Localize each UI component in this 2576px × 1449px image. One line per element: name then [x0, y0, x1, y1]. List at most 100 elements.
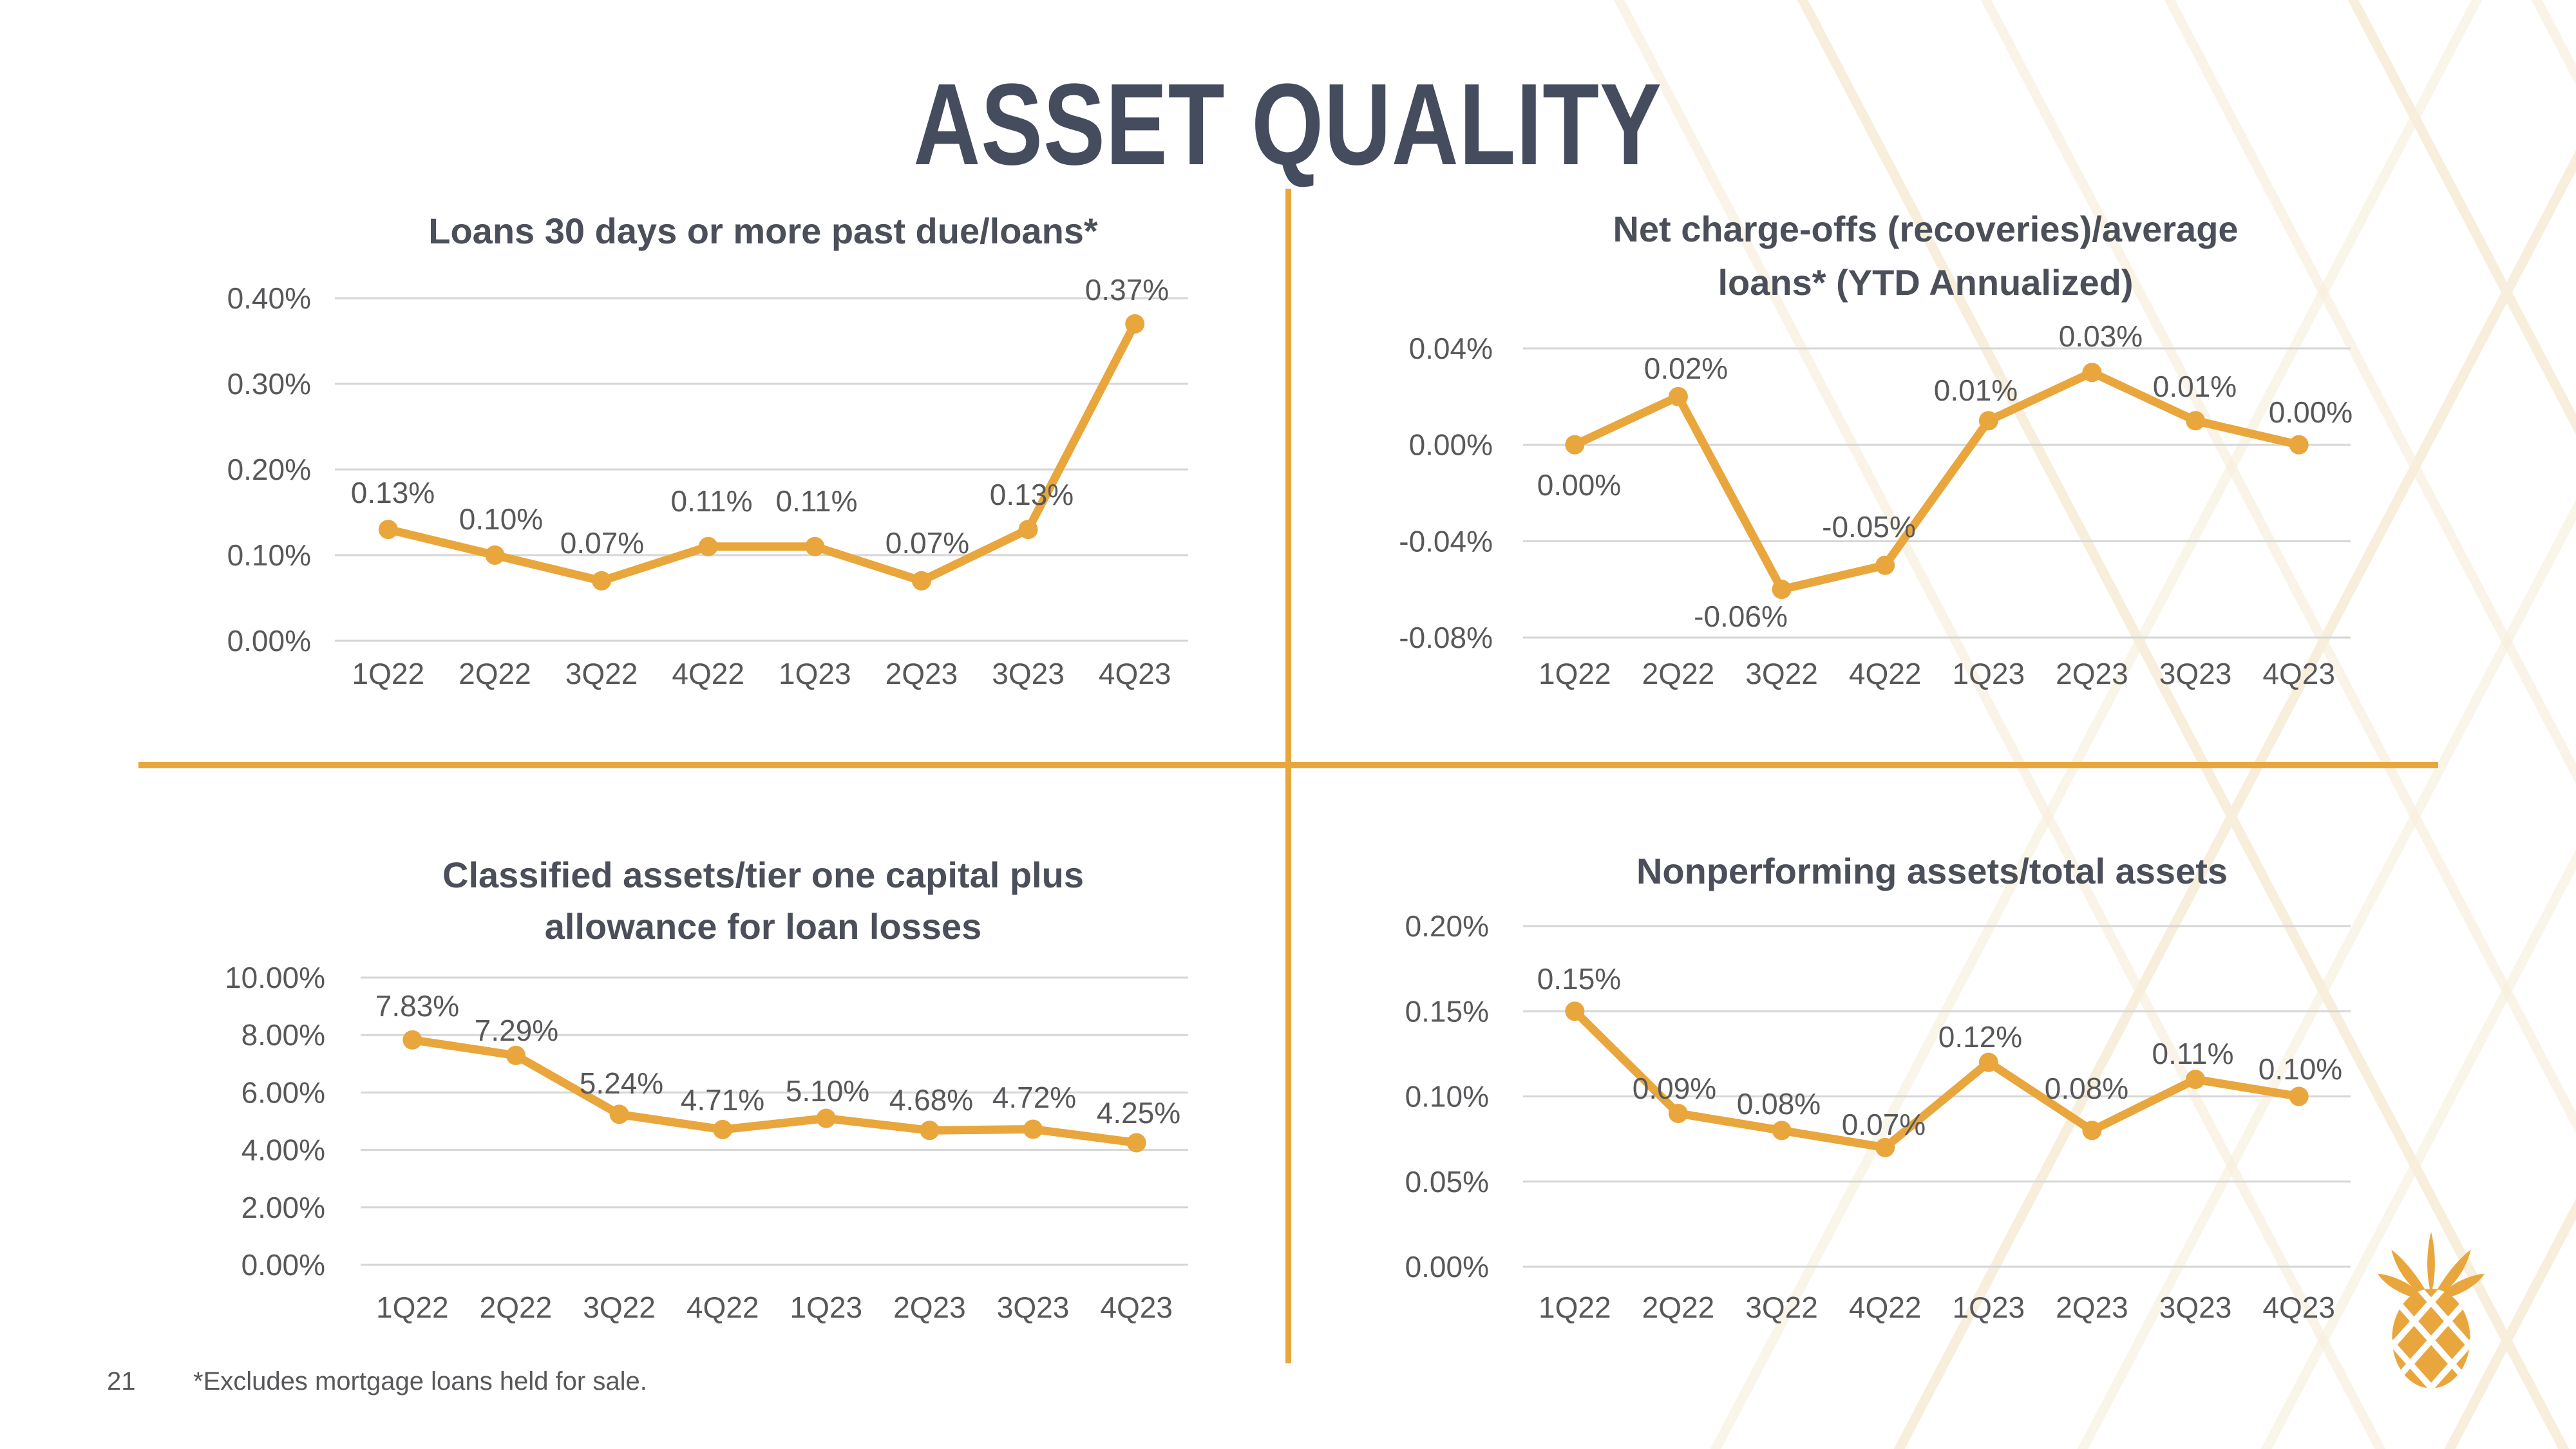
- data-label: 0.10%: [459, 502, 543, 536]
- y-tick-label: 8.00%: [242, 1018, 325, 1052]
- data-label: 0.10%: [2259, 1052, 2342, 1086]
- x-tick-label: 4Q23: [1100, 1291, 1173, 1324]
- pineapple-icon: [2377, 1231, 2485, 1388]
- x-tick-label: 1Q23: [779, 657, 851, 690]
- y-tick-label: 0.15%: [1405, 994, 1489, 1028]
- data-point-marker: [1668, 1103, 1688, 1123]
- data-label: 0.11%: [2152, 1037, 2233, 1070]
- x-tick-label: 1Q23: [790, 1291, 863, 1324]
- y-tick-label: 0.30%: [227, 367, 311, 401]
- y-tick-label: 0.00%: [1405, 1250, 1489, 1283]
- x-tick-label: 1Q23: [1953, 657, 2025, 690]
- data-series-line: [408, 1036, 1141, 1147]
- page-number: 21: [107, 1367, 136, 1396]
- pattern-diagonal-line: [1613, 0, 2386, 1449]
- data-label: 7.29%: [475, 1014, 558, 1047]
- data-label: 4.71%: [681, 1083, 764, 1117]
- x-tick-label: 3Q23: [2159, 1291, 2232, 1324]
- x-tick-label: 2Q23: [893, 1291, 966, 1324]
- data-label: 4.25%: [1097, 1096, 1180, 1130]
- chart-loans-past-due: 0.40% 0.30% 0.20% 0.10% 0.00% 1Q22 2Q22 3Q22 4Q2…: [227, 211, 1188, 690]
- x-tick-label: 3Q22: [1745, 1291, 1818, 1324]
- y-tick-label: 4.00%: [242, 1133, 325, 1167]
- data-point-marker: [402, 1030, 422, 1050]
- data-point-marker: [920, 1121, 940, 1141]
- data-label: 0.09%: [1633, 1072, 1716, 1105]
- x-tick-label: 4Q22: [687, 1291, 759, 1324]
- data-label: 0.12%: [1938, 1020, 2022, 1054]
- data-label: 0.07%: [886, 526, 969, 560]
- chart-net-charge-offs: 0.04% 0.00% -0.04% -0.08% 1Q22 2Q22 3Q22 4Q22 1Q…: [1399, 209, 2353, 690]
- data-label: -0.06%: [1694, 600, 1788, 633]
- y-tick-label: 2.00%: [242, 1191, 325, 1224]
- data-point-marker: [1772, 1121, 1792, 1141]
- x-tick-label: 3Q23: [992, 657, 1065, 690]
- pattern-diagonal-line: [2164, 0, 2576, 784]
- chart-title: Nonperforming assets/total assets: [1636, 851, 2228, 891]
- data-point-marker: [2082, 1121, 2102, 1141]
- y-tick-label: 0.10%: [227, 538, 311, 572]
- footnote: *Excludes mortgage loans held for sale.: [193, 1367, 647, 1396]
- data-label: 0.01%: [2153, 370, 2237, 403]
- data-label: 0.07%: [1842, 1108, 1926, 1141]
- data-point-marker: [2082, 363, 2102, 383]
- x-tick-label: 1Q22: [1539, 1291, 1611, 1324]
- data-label: -0.05%: [1822, 510, 1916, 544]
- data-label: 0.00%: [1537, 468, 1621, 502]
- data-label: 0.37%: [1085, 273, 1169, 307]
- data-label: 0.08%: [2045, 1072, 2128, 1105]
- x-tick-label: 2Q22: [480, 1291, 553, 1324]
- data-label: 0.03%: [2059, 319, 2143, 353]
- y-tick-label: 0.00%: [227, 624, 311, 658]
- x-tick-label: 1Q22: [1539, 657, 1611, 690]
- data-point-marker: [2186, 1070, 2206, 1090]
- x-tick-label: 1Q23: [1953, 1291, 2025, 1324]
- chart-title: Classified assets/tier one capital plus: [442, 855, 1084, 895]
- data-label: 0.02%: [1644, 352, 1728, 385]
- pattern-diagonal-line: [1710, 0, 2483, 1449]
- data-point-marker: [1772, 580, 1792, 600]
- y-tick-label: -0.04%: [1399, 524, 1493, 558]
- x-tick-label: 1Q22: [352, 657, 425, 690]
- data-point-marker: [592, 571, 612, 591]
- data-point-marker: [1875, 555, 1895, 575]
- chart-title: Net charge-offs (recoveries)/average: [1613, 209, 2238, 249]
- x-tick-label: 4Q22: [1849, 1291, 1922, 1324]
- x-tick-label: 4Q22: [1849, 657, 1922, 690]
- chart-title: allowance for loan losses: [545, 906, 981, 947]
- data-point-marker: [1565, 435, 1585, 455]
- x-tick-label: 3Q22: [565, 657, 638, 690]
- y-tick-label: 0.00%: [242, 1248, 325, 1282]
- data-label: 4.68%: [889, 1083, 973, 1117]
- y-tick-label: 0.05%: [1405, 1165, 1489, 1198]
- data-label: 0.01%: [1934, 374, 2018, 407]
- data-point-marker: [1978, 411, 1998, 431]
- x-tick-label: 3Q23: [2159, 657, 2232, 690]
- y-tick-label: 0.04%: [1409, 332, 1493, 365]
- data-point-marker: [378, 520, 398, 540]
- y-tick-label: -0.08%: [1399, 621, 1493, 654]
- x-tick-label: 4Q23: [2262, 657, 2335, 690]
- data-point-marker: [2289, 435, 2309, 455]
- data-point-marker: [609, 1104, 629, 1124]
- x-tick-label: 2Q23: [2056, 657, 2128, 690]
- data-series-line: [1570, 1007, 2304, 1152]
- x-tick-label: 2Q22: [1642, 657, 1715, 690]
- chart-nonperforming-assets: 0.20% 0.15% 0.10% 0.05% 0.00% 1Q22 2Q22 3Q22 4Q2…: [1405, 851, 2351, 1324]
- x-tick-label: 3Q22: [583, 1291, 656, 1324]
- y-tick-label: 0.20%: [227, 453, 311, 486]
- vertical-divider-line: [1285, 189, 1291, 1363]
- x-tick-label: 2Q22: [459, 657, 531, 690]
- x-tick-label: 2Q23: [886, 657, 958, 690]
- data-point-marker: [1565, 1001, 1585, 1021]
- data-label: 7.83%: [375, 989, 459, 1023]
- data-point-marker: [713, 1119, 733, 1139]
- x-tick-label: 4Q23: [2262, 1291, 2335, 1324]
- data-point-marker: [1668, 386, 1688, 406]
- y-tick-label: 10.00%: [225, 961, 325, 994]
- data-point-marker: [2186, 411, 2206, 431]
- data-point-marker: [911, 571, 931, 591]
- x-tick-label: 2Q23: [2056, 1291, 2128, 1324]
